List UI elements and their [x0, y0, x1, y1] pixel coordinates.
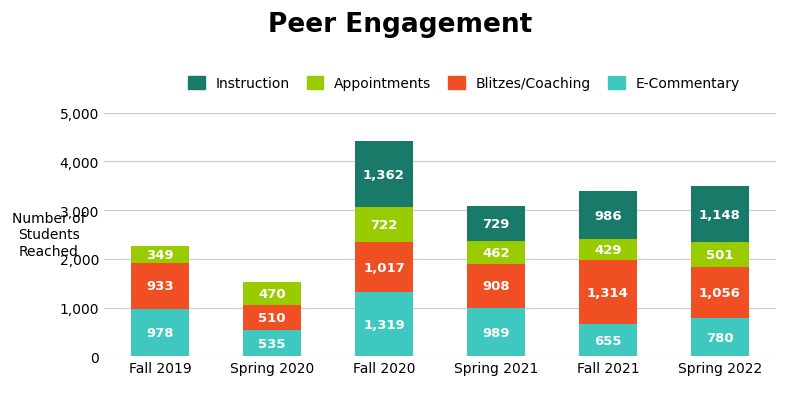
Bar [691, 318, 749, 356]
Text: 510: 510 [258, 311, 286, 324]
Text: 908: 908 [482, 280, 510, 293]
Bar [579, 240, 637, 261]
Text: 1,148: 1,148 [699, 209, 741, 222]
Text: 349: 349 [146, 249, 174, 262]
Bar [131, 247, 189, 264]
Text: 722: 722 [370, 219, 398, 232]
Bar [691, 243, 749, 267]
Bar [579, 261, 637, 324]
Legend: Instruction, Appointments, Blitzes/Coaching, E-Commentary: Instruction, Appointments, Blitzes/Coach… [182, 72, 746, 97]
Text: 986: 986 [594, 209, 622, 222]
Bar [355, 142, 413, 208]
Bar [355, 292, 413, 356]
Bar [467, 206, 525, 242]
Bar [467, 308, 525, 356]
Text: 429: 429 [594, 244, 622, 257]
Bar [579, 324, 637, 356]
Bar [467, 242, 525, 264]
Bar [355, 243, 413, 292]
Text: 462: 462 [482, 247, 510, 260]
Bar [691, 267, 749, 318]
Y-axis label: Number of
Students
Reached: Number of Students Reached [12, 212, 86, 258]
Bar [243, 306, 301, 330]
Text: 989: 989 [482, 326, 510, 339]
Text: 978: 978 [146, 326, 174, 339]
Bar [355, 208, 413, 243]
Bar [467, 264, 525, 308]
Text: 729: 729 [482, 217, 510, 230]
Text: 535: 535 [258, 337, 286, 350]
Bar [243, 330, 301, 356]
Bar [131, 264, 189, 309]
Text: 501: 501 [706, 249, 734, 262]
Bar [579, 192, 637, 240]
Text: 470: 470 [258, 288, 286, 301]
Text: 1,314: 1,314 [587, 286, 629, 299]
Text: 1,362: 1,362 [363, 168, 405, 181]
Bar [691, 187, 749, 243]
Bar [131, 309, 189, 356]
Bar [243, 283, 301, 306]
Text: 1,319: 1,319 [363, 318, 405, 331]
Text: 780: 780 [706, 331, 734, 344]
Text: 655: 655 [594, 334, 622, 347]
Text: 933: 933 [146, 280, 174, 293]
Text: 1,017: 1,017 [363, 261, 405, 274]
Text: Peer Engagement: Peer Engagement [268, 12, 532, 38]
Text: 1,056: 1,056 [699, 286, 741, 299]
